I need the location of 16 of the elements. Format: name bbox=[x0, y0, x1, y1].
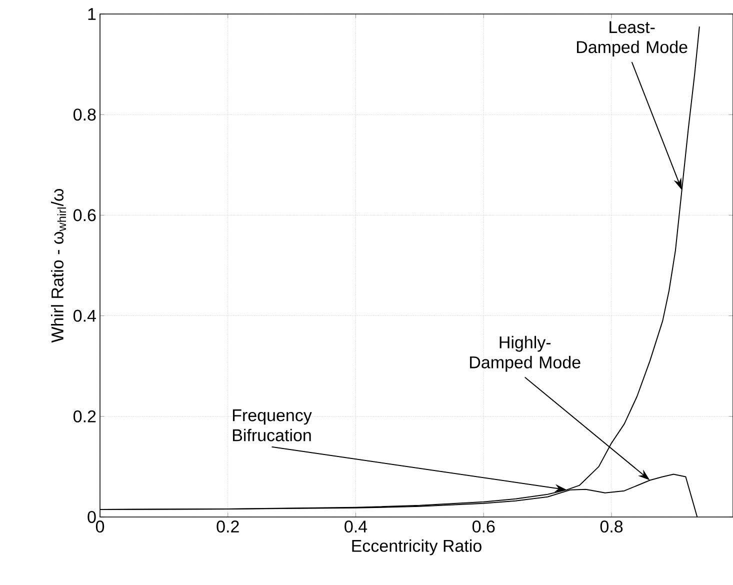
x-tick-label: 0.6 bbox=[472, 520, 495, 533]
y-tick-label: 0.6 bbox=[74, 209, 96, 222]
x-tick-label: 0.4 bbox=[344, 520, 368, 533]
x-axis-title: Eccentricity Ratio bbox=[352, 539, 482, 556]
x-tick-label: 0 bbox=[96, 520, 104, 533]
y-tick-label: 1 bbox=[88, 8, 96, 20]
y-tick-label: 0 bbox=[88, 510, 96, 524]
y-axis-title: Whirl Ratio - ω$_{whirl}$/ω bbox=[50, 188, 66, 343]
y-tick-label: 0.4 bbox=[74, 310, 96, 322]
annotation: Highly-Damped Mode bbox=[470, 336, 580, 372]
y-tick-label: 0.8 bbox=[74, 108, 96, 121]
x-tick-label: 0.8 bbox=[600, 520, 623, 533]
annotation: Least-Damped Mode bbox=[577, 21, 688, 57]
x-tick-label: 0.2 bbox=[216, 520, 239, 533]
y-tick-label: 0.2 bbox=[74, 410, 96, 422]
annotation: Frequency Bifrucation bbox=[232, 409, 312, 442]
